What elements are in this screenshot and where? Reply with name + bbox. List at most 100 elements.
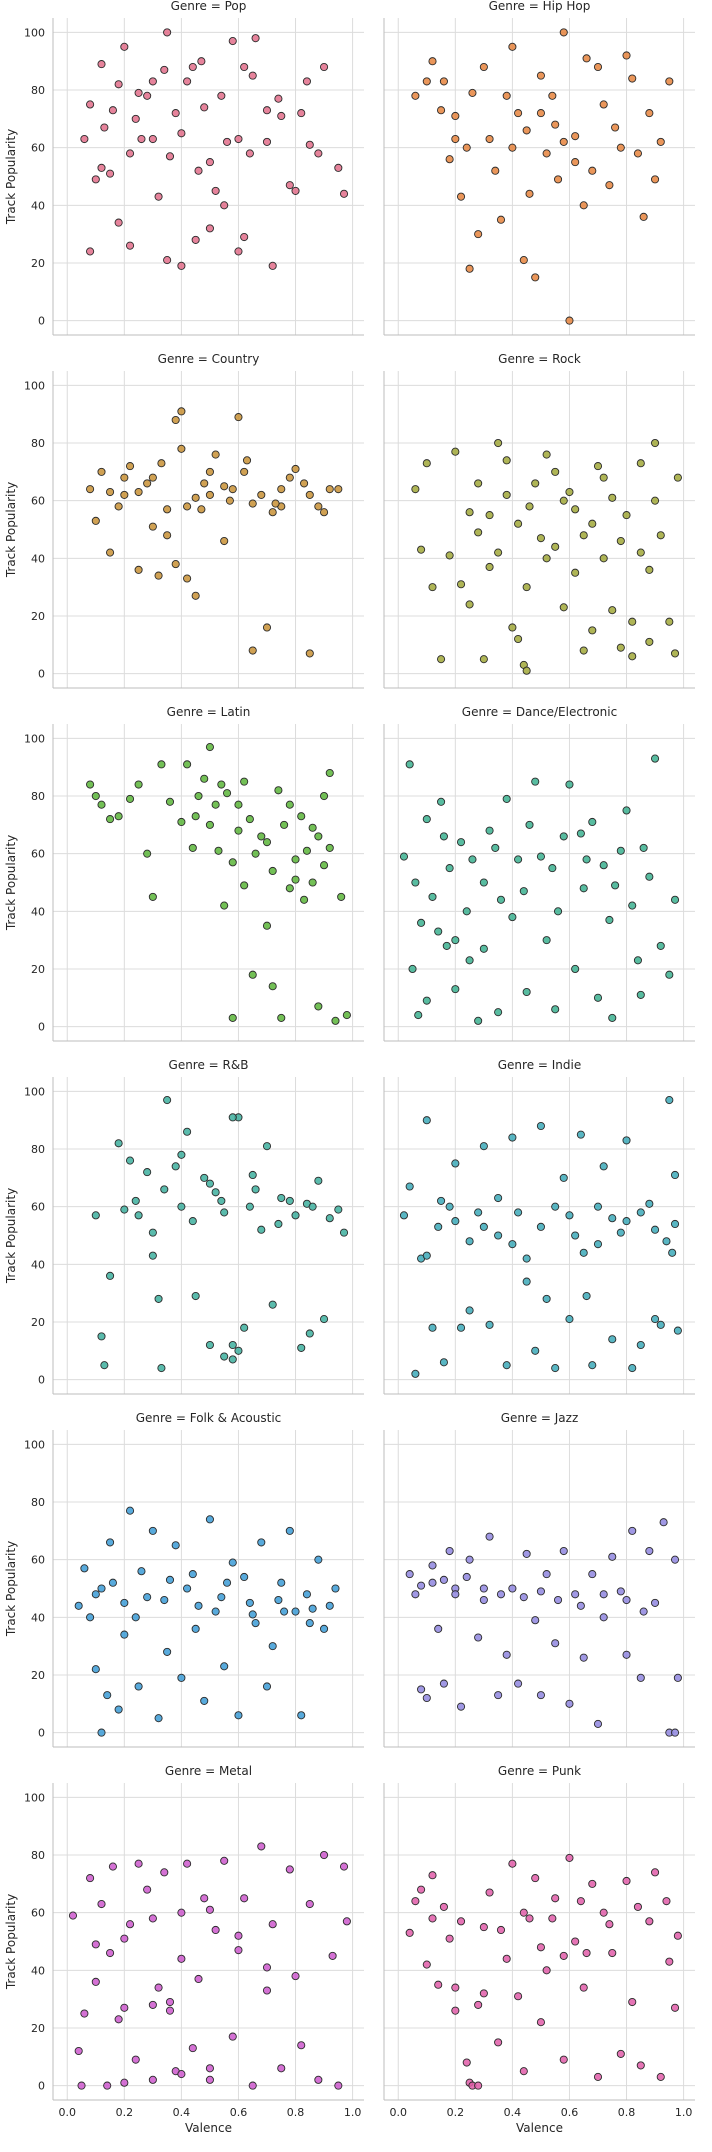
scatter-point	[177, 129, 186, 138]
scatter-point	[331, 1016, 340, 1025]
scatter-point	[194, 1974, 203, 1984]
scatter-point	[154, 192, 163, 201]
scatter-point	[339, 1228, 349, 1237]
scatter-point	[542, 1570, 551, 1579]
y-tick-label: 0	[38, 668, 45, 681]
scatter-point	[163, 1647, 172, 1656]
y-tick-label: 80	[31, 437, 45, 450]
scatter-point	[645, 1546, 654, 1556]
scatter-point	[445, 1546, 454, 1556]
scatter-point	[163, 1096, 172, 1105]
scatter-point	[514, 855, 523, 864]
scatter-point	[305, 1329, 314, 1338]
scatter-point	[636, 459, 645, 468]
scatter-point	[68, 1911, 78, 1920]
scatter-point	[314, 1555, 323, 1564]
scatter-point	[248, 646, 257, 655]
scatter-point	[137, 1567, 146, 1576]
y-tick-label: 0	[38, 1021, 45, 1034]
scatter-point	[456, 192, 466, 201]
scatter-point	[439, 1679, 448, 1688]
scatter-point	[588, 519, 597, 528]
scatter-point	[325, 768, 334, 778]
scatter-point	[177, 1150, 186, 1159]
scatter-point	[143, 91, 152, 100]
y-tick-label: 60	[31, 1554, 45, 1567]
scatter-point	[639, 843, 648, 852]
scatter-point	[502, 794, 511, 803]
scatter-point	[143, 1593, 152, 1602]
scatter-point	[103, 2081, 112, 2090]
scatter-point	[205, 1905, 214, 1914]
scatter-point	[437, 1196, 446, 1205]
scatter-point	[248, 2081, 257, 2090]
y-tick-label: 100	[24, 26, 45, 39]
scatter-point	[339, 1862, 349, 1871]
scatter-point	[656, 1320, 665, 1329]
scatter-point	[97, 800, 106, 809]
scatter-point	[271, 499, 280, 508]
scatter-point	[474, 230, 483, 239]
scatter-point	[588, 817, 597, 827]
scatter-point	[200, 1173, 209, 1182]
scatter-point	[559, 2055, 568, 2064]
scatter-point	[300, 895, 309, 904]
scatter-point	[417, 918, 426, 927]
scatter-point	[183, 574, 192, 583]
scatter-point	[417, 1685, 426, 1694]
scatter-point	[565, 1853, 574, 1862]
scatter-point	[228, 1013, 237, 1022]
scatter-point	[665, 970, 674, 979]
scatter-point	[645, 109, 654, 118]
scatter-point	[86, 1613, 95, 1622]
scatter-point	[551, 1364, 560, 1373]
scatter-point	[628, 74, 637, 83]
scatter-point	[417, 1581, 426, 1590]
scatter-point	[508, 1133, 517, 1142]
scatter-point	[405, 1928, 414, 1937]
scatter-point	[428, 1578, 437, 1587]
scatter-point	[628, 1526, 637, 1535]
scatter-point	[508, 1859, 517, 1868]
scatter-point	[154, 1983, 163, 1992]
scatter-point	[559, 1173, 568, 1182]
scatter-point	[665, 617, 674, 626]
scatter-point	[645, 637, 654, 646]
y-tick-label: 80	[31, 790, 45, 803]
scatter-point	[422, 459, 431, 468]
y-tick-label: 80	[31, 84, 45, 97]
scatter-point	[268, 866, 277, 876]
scatter-point	[277, 1578, 286, 1587]
scatter-point	[91, 1977, 100, 1986]
scatter-point	[106, 487, 115, 497]
scatter-point	[616, 536, 625, 546]
y-axis-label: Track Popularity	[4, 835, 18, 931]
y-tick-label: 40	[31, 905, 45, 918]
scatter-point	[297, 109, 306, 118]
scatter-point	[536, 2018, 545, 2027]
scatter-point	[114, 80, 123, 89]
scatter-point	[131, 2055, 140, 2064]
scatter-point	[462, 143, 471, 152]
scatter-point	[559, 137, 568, 146]
scatter-point	[494, 1193, 503, 1203]
scatter-point	[422, 815, 431, 824]
scatter-point	[622, 511, 631, 520]
scatter-point	[571, 568, 580, 577]
scatter-point	[325, 485, 334, 494]
scatter-point	[599, 861, 608, 870]
scatter-point	[228, 1558, 237, 1567]
scatter-point	[234, 134, 243, 144]
scatter-point	[285, 884, 294, 893]
scatter-point	[522, 987, 531, 997]
scatter-point	[163, 256, 172, 265]
scatter-point	[191, 493, 200, 502]
scatter-point	[411, 878, 420, 887]
scatter-point	[462, 907, 471, 916]
scatter-point	[456, 1702, 466, 1711]
scatter-point	[571, 964, 580, 974]
scatter-point	[636, 2061, 645, 2070]
scatter-point	[91, 791, 100, 801]
y-tick-label: 40	[31, 1964, 45, 1977]
scatter-point	[439, 77, 448, 86]
